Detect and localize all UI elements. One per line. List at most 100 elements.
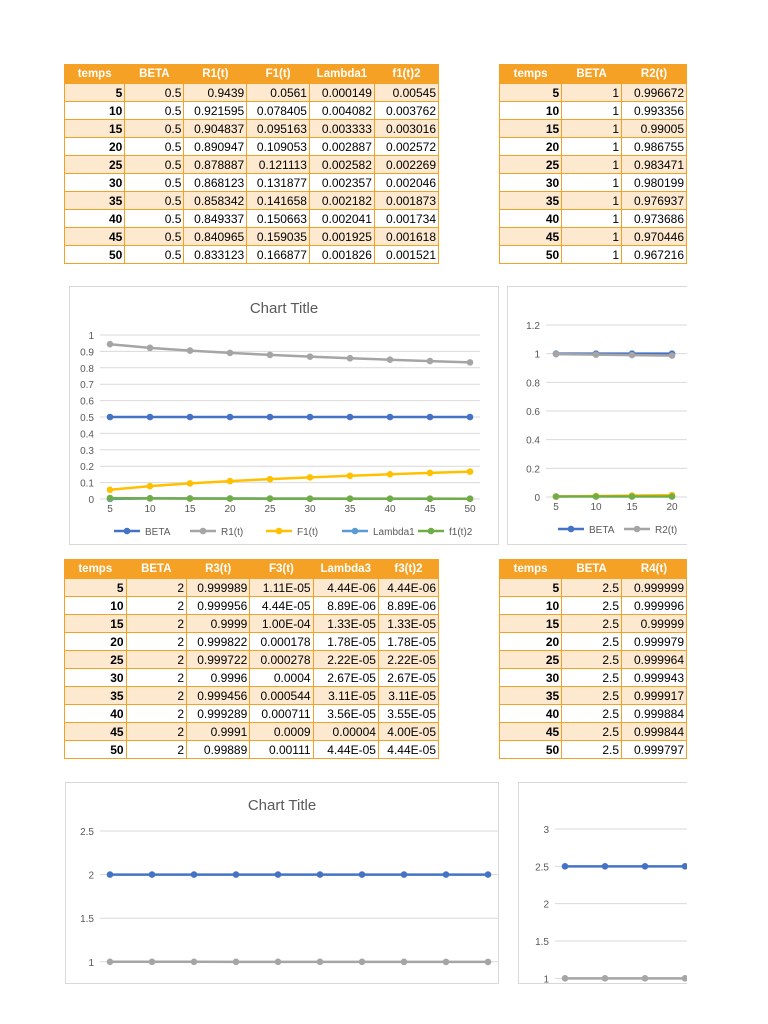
table-cell: 2.5 [561, 650, 623, 669]
x-tick-label: 10 [590, 502, 602, 513]
table-cell: 1 [561, 173, 623, 192]
legend-marker [275, 527, 283, 535]
table-cell: 2.5 [561, 740, 623, 759]
table-cell: 2.22E-05 [312, 650, 379, 669]
table-header-row: temps BETA R2(t) [498, 64, 687, 84]
y-tick-label: 3 [543, 825, 549, 836]
series-line [109, 342, 471, 364]
table-row: 45 2 0.9991 0.0009 0.00004 4.00E-05 [64, 722, 440, 741]
table-cell: 0.00111 [249, 740, 314, 759]
table-row: 5 0.5 0.9439 0.0561 0.000149 0.00545 [63, 83, 440, 102]
table-cell: 0.993356 [621, 101, 687, 120]
legend-label: f1(t)2 [449, 527, 473, 538]
x-tick-label: 15 [626, 502, 638, 513]
data-point [266, 495, 274, 502]
column-header: f3(t)2 [377, 559, 440, 579]
table-cell: 45 [63, 227, 126, 246]
data-point [386, 356, 394, 364]
legend-label: BETA [145, 527, 171, 538]
legend-label: F1(t) [297, 527, 318, 538]
table-cell: 1.78E-05 [312, 632, 379, 651]
table-cell: 15 [63, 119, 126, 138]
table-cell: 40 [498, 209, 563, 228]
data-point [346, 472, 354, 480]
x-tick-label: 50 [464, 504, 476, 515]
column-header: temps [498, 559, 563, 579]
y-tick-label: 0.8 [80, 364, 94, 375]
data-point [628, 351, 636, 359]
table-cell: 1 [561, 101, 623, 120]
y-tick-label: 0 [88, 495, 94, 506]
table-cell: 0.000178 [249, 632, 314, 651]
column-header: R4(t) [621, 559, 687, 579]
table-f4: temps BETA R4(t) 5 2.5 0.999999 10 2.5 0.999996 1… [498, 559, 687, 759]
y-tick-label: 0.8 [526, 378, 540, 389]
data-point [186, 347, 194, 354]
data-point [146, 495, 154, 502]
table-row: 30 1 0.980199 [498, 173, 687, 192]
column-header: Lambda3 [312, 559, 379, 579]
table-cell: 15 [498, 614, 563, 633]
table-row: 40 2 0.999289 0.000711 3.56E-05 3.55E-05 [64, 704, 440, 723]
table-cell: 3.11E-05 [377, 686, 440, 705]
table-cell: 0.9439 [183, 83, 248, 102]
table-cell: 0.003333 [308, 119, 375, 138]
chart-1: Chart Title 0 0.1 0.2 0.3 0.4 0.5 0.6 0.7 0.8 0.9 1… [69, 286, 499, 545]
table-cell: 0.001734 [373, 209, 440, 228]
data-point [484, 871, 492, 878]
table-header-row: temps BETA R4(t) [498, 559, 687, 579]
table-row: 40 0.5 0.849337 0.150663 0.002041 0.001734 [63, 209, 440, 228]
data-point [148, 958, 156, 966]
column-header: BETA [561, 64, 623, 84]
legend-marker [123, 527, 131, 535]
table-cell: 1 [561, 227, 623, 246]
table-row: 40 1 0.973686 [498, 209, 687, 228]
table-cell: 25 [498, 155, 563, 174]
table-row: 5 2 0.999989 1.11E-05 4.44E-06 4.44E-06 [64, 578, 440, 597]
table-cell: 0.002182 [308, 191, 375, 210]
table-cell: 50 [498, 740, 563, 759]
data-point [628, 493, 636, 500]
table-cell: 0.921595 [183, 101, 248, 120]
table-row: 50 0.5 0.833123 0.166877 0.001826 0.001521 [63, 245, 440, 264]
data-point [316, 958, 324, 966]
legend-label: R1(t) [221, 527, 243, 538]
table-cell: 0.0004 [249, 668, 314, 687]
data-point [358, 871, 366, 878]
table-cell: 0.159035 [246, 227, 310, 246]
table-cell: 4.44E-05 [377, 740, 440, 759]
series-line [555, 352, 673, 357]
page-edge-mask [687, 0, 768, 1024]
table-cell: 0.002582 [308, 155, 375, 174]
data-point [400, 871, 408, 878]
table-row: 35 2 0.999456 0.000544 3.11E-05 3.11E-05 [64, 686, 440, 705]
table-cell: 0.9996 [186, 668, 251, 687]
table-cell: 0.00545 [373, 83, 440, 102]
table-row: 10 0.5 0.921595 0.078405 0.004082 0.003762 [63, 101, 440, 120]
table-cell: 35 [498, 686, 563, 705]
data-point [266, 475, 274, 483]
table-row: 5 1 0.996672 [498, 83, 687, 102]
data-point [346, 495, 354, 502]
table-cell: 0.999289 [186, 704, 251, 723]
table-cell: 0.9999 [186, 614, 251, 633]
data-point [400, 958, 408, 966]
y-tick-label: 2 [88, 871, 94, 882]
table-cell: 4.44E-06 [312, 578, 379, 597]
table-cell: 0.999722 [186, 650, 251, 669]
table-row: 20 0.5 0.890947 0.109053 0.002887 0.002572 [63, 137, 440, 156]
table-cell: 1 [561, 155, 623, 174]
table-row: 50 2 0.99889 0.00111 4.44E-05 4.44E-05 [64, 740, 440, 759]
data-point [266, 351, 274, 359]
table-cell: 2.5 [561, 704, 623, 723]
data-point [641, 863, 649, 870]
table-row: 25 2.5 0.999964 [498, 650, 687, 669]
table-cell: 0.000149 [308, 83, 375, 102]
x-tick-label: 35 [344, 504, 356, 515]
data-point [106, 871, 114, 878]
table-cell: 2.5 [561, 578, 623, 597]
table-cell: 45 [498, 722, 563, 741]
table-cell: 2 [125, 722, 188, 741]
column-header: BETA [124, 64, 185, 84]
data-point [186, 480, 194, 487]
